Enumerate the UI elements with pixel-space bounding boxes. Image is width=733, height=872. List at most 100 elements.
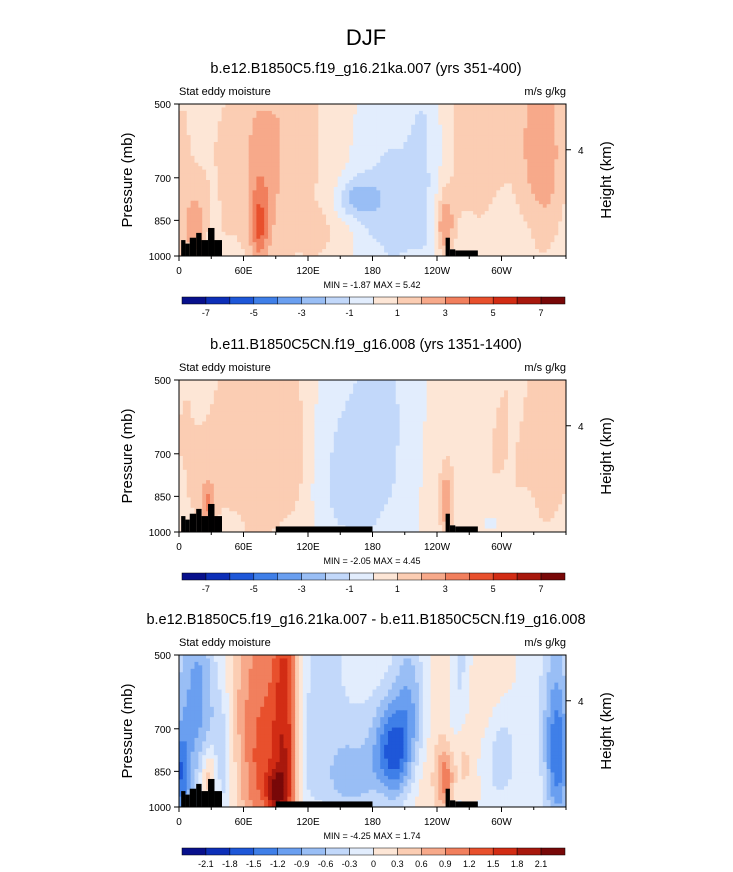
field-cell <box>430 190 435 195</box>
field-cell <box>426 204 431 209</box>
field-cell <box>426 107 431 112</box>
field-cell <box>372 252 377 257</box>
field-cell <box>233 245 238 250</box>
field-cell <box>519 211 524 215</box>
field-cell <box>531 176 536 181</box>
field-cell <box>480 386 486 391</box>
field-cell <box>376 393 381 398</box>
field-cell <box>492 386 497 391</box>
field-cell <box>531 183 536 188</box>
field-cell <box>209 200 215 205</box>
field-cell <box>221 193 226 198</box>
field-cell <box>376 193 381 198</box>
field-cell <box>221 183 226 188</box>
field-cell <box>206 211 211 215</box>
field-cell <box>395 204 400 209</box>
field-cell <box>531 193 536 198</box>
field-cell <box>345 249 350 253</box>
field-cell <box>318 159 323 164</box>
field-cell <box>198 173 203 177</box>
field-cell <box>558 107 563 112</box>
field-cell <box>500 152 505 157</box>
field-cell <box>469 180 474 184</box>
field-cell <box>225 231 230 236</box>
field-cell <box>554 166 559 171</box>
field-cell <box>538 159 544 164</box>
field-cell <box>469 124 474 129</box>
field-cell <box>546 197 551 202</box>
field-cell <box>287 110 292 115</box>
field-cell <box>542 152 548 157</box>
y-axis-title: Pressure (mb) <box>119 132 136 227</box>
field-cell <box>248 110 253 115</box>
field-cell <box>453 242 459 247</box>
field-cell <box>260 142 265 146</box>
field-cell <box>523 211 528 215</box>
field-cell <box>457 155 462 160</box>
field-cell <box>357 162 362 167</box>
terrain-block <box>445 237 450 256</box>
field-cell <box>229 159 234 164</box>
field-cell <box>310 228 315 233</box>
field-cell <box>198 110 203 115</box>
field-cell <box>318 104 323 108</box>
field-cell <box>213 207 219 212</box>
field-cell <box>209 386 215 391</box>
field-cell <box>527 207 532 212</box>
field-cell <box>426 249 431 253</box>
field-cell <box>430 224 435 229</box>
field-cell <box>283 180 288 184</box>
field-cell <box>535 200 540 205</box>
field-cell <box>438 249 443 253</box>
field-cell <box>240 162 246 167</box>
field-cell <box>415 242 420 247</box>
field-cell <box>426 162 431 167</box>
field-cell <box>291 186 296 191</box>
field-cell <box>353 155 358 160</box>
field-cell <box>244 131 250 136</box>
field-cell <box>434 393 439 398</box>
field-cell <box>484 180 489 184</box>
field-cell <box>221 204 226 209</box>
field-cell <box>268 204 273 209</box>
field-cell <box>442 193 447 198</box>
field-cell <box>264 128 269 133</box>
field-cell <box>291 114 296 119</box>
field-cell <box>453 386 459 391</box>
field-cell <box>209 393 215 398</box>
field-cell <box>295 200 300 205</box>
field-cell <box>504 386 509 391</box>
field-cell <box>422 173 428 177</box>
field-cell <box>515 235 520 240</box>
field-cell <box>244 138 250 143</box>
field-cell <box>298 176 304 181</box>
field-cell <box>322 386 327 391</box>
field-cell <box>221 107 226 112</box>
field-cell <box>415 211 420 215</box>
field-cell <box>326 169 331 174</box>
field-cell <box>233 393 238 398</box>
field-cell <box>264 162 269 167</box>
field-cell <box>403 193 408 198</box>
field-cell <box>306 238 311 243</box>
field-cell <box>496 138 501 143</box>
field-cell <box>306 110 311 115</box>
field-cell <box>562 228 567 233</box>
field-cell <box>357 131 362 136</box>
field-cell <box>326 124 331 129</box>
field-cell <box>407 211 412 215</box>
field-cell <box>264 110 269 115</box>
field-cell <box>202 131 207 136</box>
field-cell <box>496 152 501 157</box>
field-cell <box>430 183 435 188</box>
field-cell <box>345 169 350 174</box>
field-cell <box>418 238 424 243</box>
field-cell <box>384 214 389 219</box>
field-cell <box>550 114 555 119</box>
field-cell <box>287 393 292 398</box>
field-cell <box>229 214 234 219</box>
field-cell <box>326 393 331 398</box>
field-cell <box>279 231 284 236</box>
field-cell <box>507 242 513 247</box>
field-cell <box>237 252 242 257</box>
